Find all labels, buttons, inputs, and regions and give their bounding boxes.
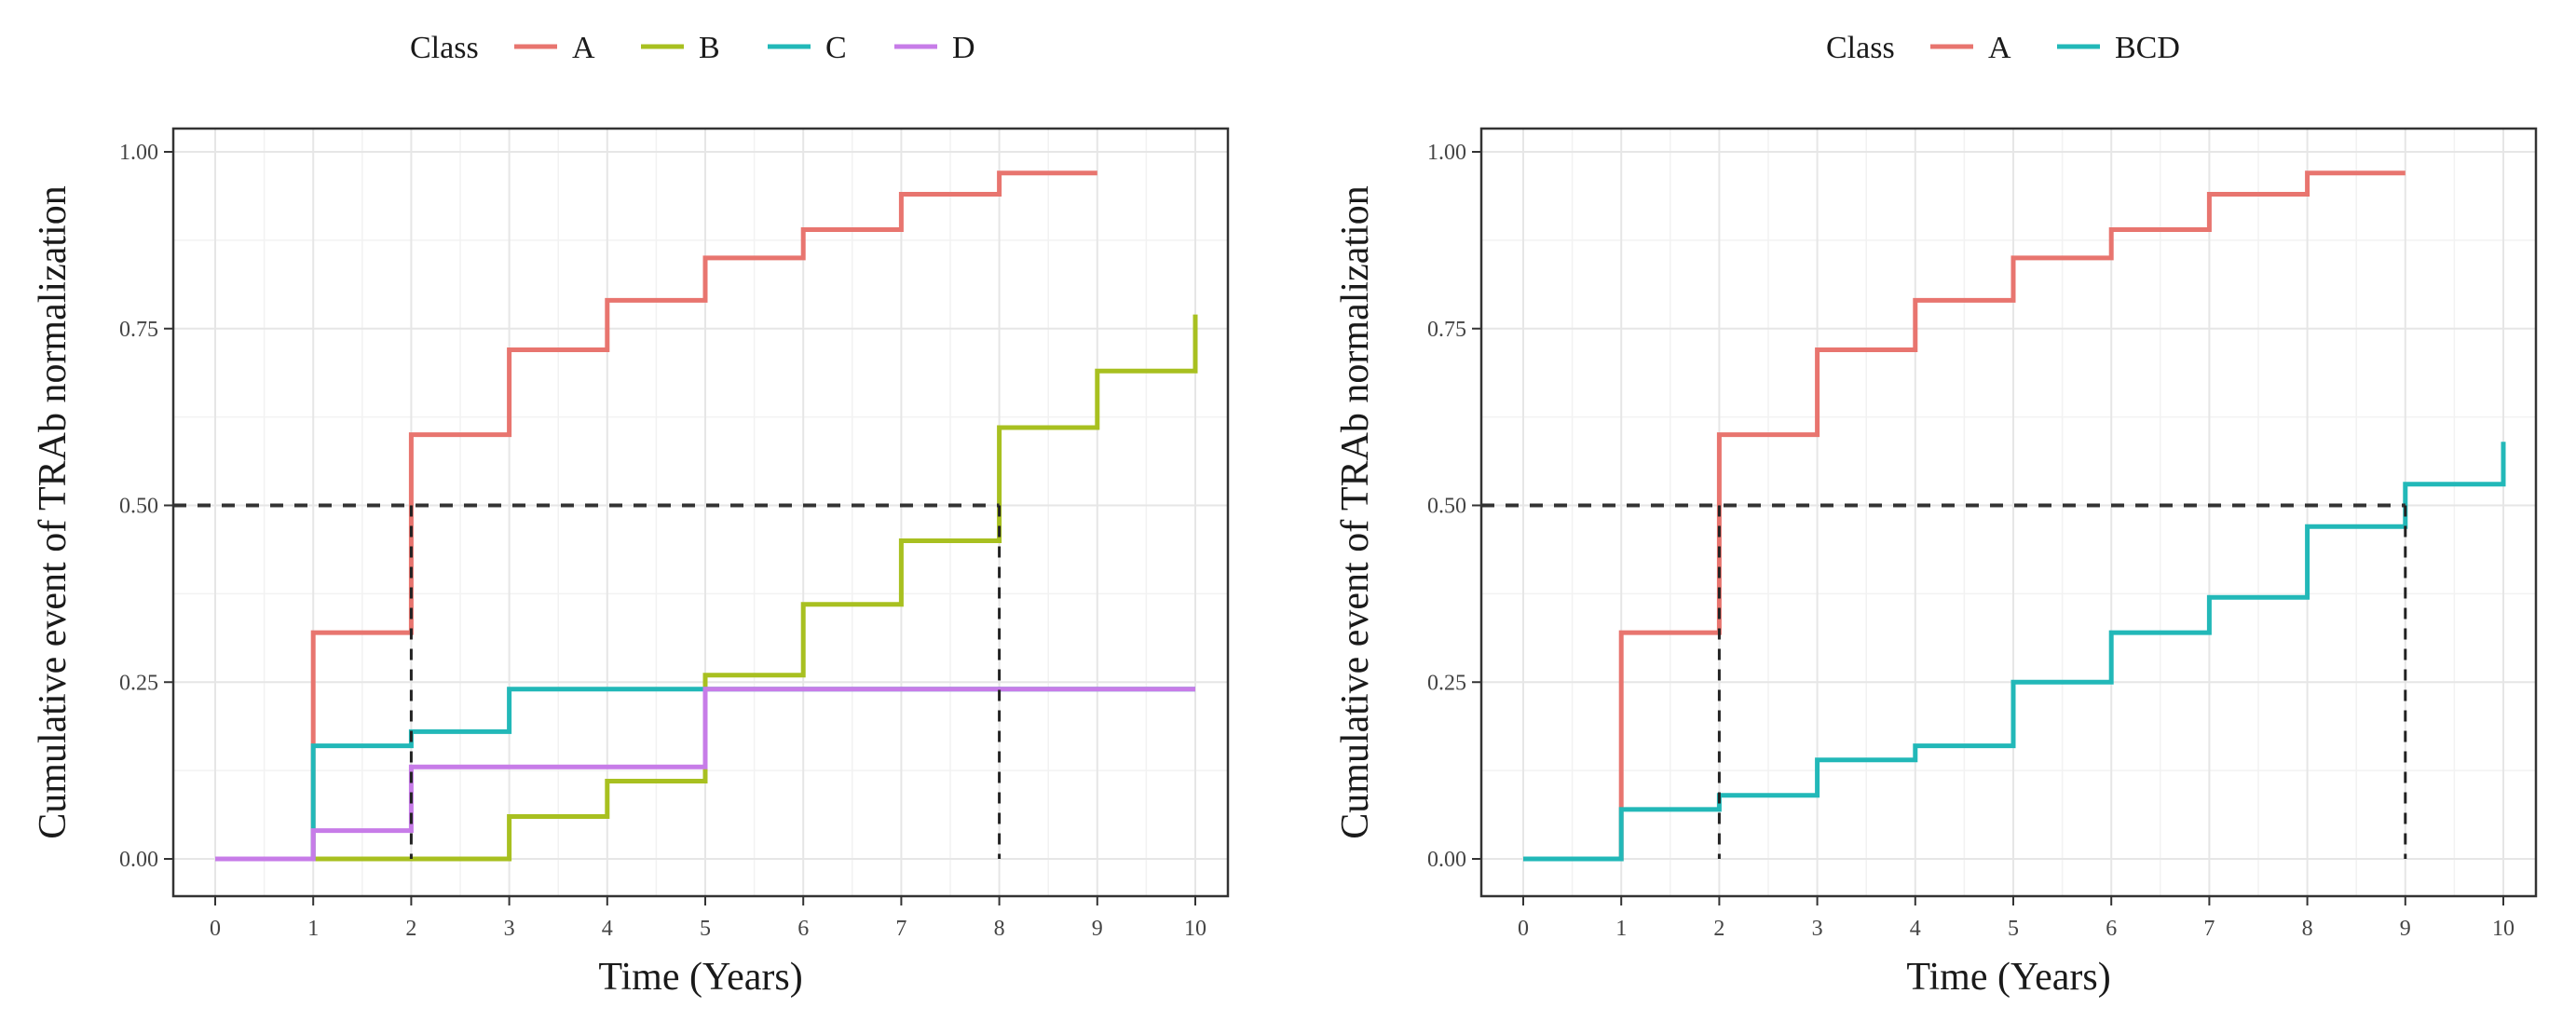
series-line-b <box>215 314 1198 862</box>
y-tick-label: 0.75 <box>119 318 158 342</box>
x-tick-label: 3 <box>1812 917 1823 941</box>
x-tick-label: 7 <box>2203 917 2215 941</box>
y-tick-label: 0.75 <box>1427 318 1466 342</box>
x-tick-label: 6 <box>797 917 809 941</box>
legend-label-bcd: BCD <box>2115 31 2180 65</box>
y-axis-title: Cumulative event of TRAb normalization <box>32 185 75 838</box>
legend-label-b: B <box>699 31 720 65</box>
y-tick-label: 0.50 <box>1427 495 1466 519</box>
legend-title: Class <box>1826 31 1895 65</box>
x-tick-label: 4 <box>1910 917 1921 941</box>
legend: Class A BCD <box>1826 31 2180 65</box>
legend-label-d: D <box>952 31 975 65</box>
series-line-a <box>215 170 1097 862</box>
x-tick-label: 10 <box>2492 917 2515 941</box>
x-tick-label: 8 <box>2302 917 2313 941</box>
x-tick-label: 2 <box>405 917 416 941</box>
x-tick-label: 7 <box>895 917 906 941</box>
y-tick-label: 0.00 <box>119 848 158 872</box>
legend-title: Class <box>410 31 479 65</box>
y-tick-label: 1.00 <box>119 141 158 165</box>
series-line-a <box>1523 170 2406 862</box>
panel-border <box>1479 127 2538 898</box>
legend-label-a: A <box>572 31 595 65</box>
x-tick-label: 3 <box>504 917 515 941</box>
x-tick-label: 2 <box>1713 917 1724 941</box>
chart-panel-2: 0.00 0.25 0.50 0.75 1.00 0 1 2 3 4 5 6 7 8 9 10 Time (Ye… <box>1334 31 2538 999</box>
legend-label-a: A <box>1988 31 2011 65</box>
x-tick-label: 5 <box>2008 917 2019 941</box>
x-tick-label: 9 <box>1092 917 1103 941</box>
chart-panel-1: 0.00 0.25 0.50 0.75 1.00 0 1 2 3 4 5 6 7 8 9 10 Time (Ye… <box>32 31 1230 999</box>
y-tick-label: 0.00 <box>1427 848 1466 872</box>
y-axis-title: Cumulative event of TRAb normalization <box>1334 185 1377 838</box>
y-tick-label: 0.25 <box>1427 671 1466 695</box>
legend: Class A B C D <box>410 31 975 65</box>
x-tick-label: 9 <box>2400 917 2411 941</box>
x-tick-label: 8 <box>994 917 1005 941</box>
x-tick-label: 6 <box>2106 917 2117 941</box>
x-tick-label: 5 <box>700 917 711 941</box>
x-tick-label: 1 <box>307 917 319 941</box>
x-tick-label: 4 <box>602 917 613 941</box>
y-tick-label: 0.50 <box>119 495 158 519</box>
x-tick-label: 1 <box>1615 917 1627 941</box>
x-tick-label: 10 <box>1184 917 1206 941</box>
x-axis-title: Time (Years) <box>598 956 802 999</box>
y-tick-label: 1.00 <box>1427 141 1466 165</box>
y-tick-label: 0.25 <box>119 671 158 695</box>
x-axis-title: Time (Years) <box>1906 956 2110 999</box>
legend-label-c: C <box>825 31 847 65</box>
series-line-bcd <box>1523 442 2506 862</box>
panel-border <box>171 127 1230 898</box>
x-tick-label: 0 <box>1518 917 1529 941</box>
x-tick-label: 0 <box>210 917 221 941</box>
